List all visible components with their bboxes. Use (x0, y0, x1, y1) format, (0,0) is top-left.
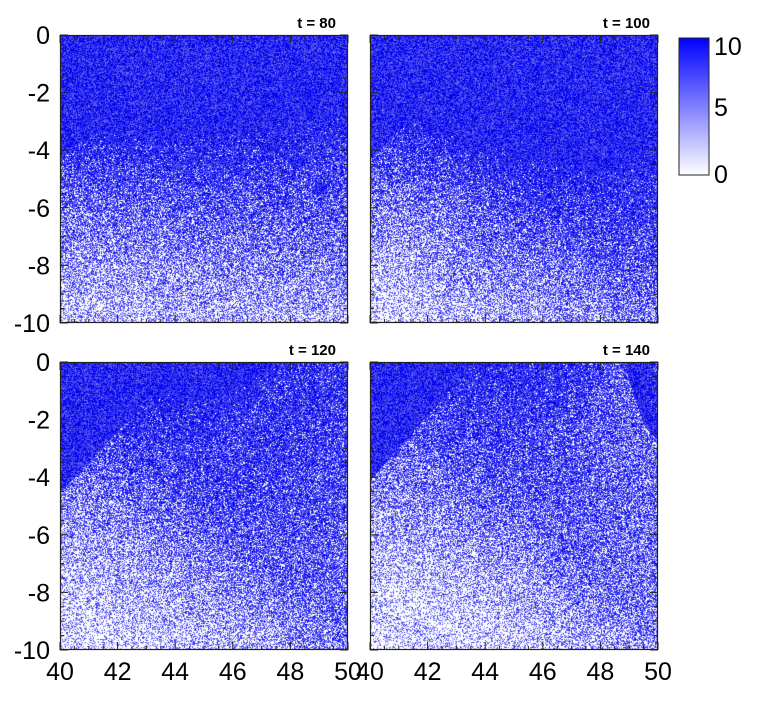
x-tick-label: 44 (471, 658, 499, 686)
y-tick-label: -10 (14, 637, 50, 665)
y-tick-label: 0 (36, 349, 50, 377)
colorbar-tick-label: 5 (714, 94, 728, 122)
heatmap-density-image (60, 362, 348, 650)
x-tick-label: 46 (529, 658, 557, 686)
y-tick-label: -8 (28, 579, 50, 607)
x-tick-label: 50 (644, 658, 672, 686)
y-tick-label: 0 (36, 22, 50, 50)
panel-title: t = 120 (289, 342, 336, 359)
y-tick-label: -10 (14, 310, 50, 338)
heatmap-density-image (370, 362, 658, 650)
y-tick-label: -8 (28, 252, 50, 280)
y-tick-label: -4 (28, 464, 50, 492)
colorbar-tick-label: 10 (714, 33, 742, 61)
axis-ticks (369, 361, 659, 651)
y-tick-label: -6 (28, 522, 50, 550)
y-axis-tick-labels: 0 -2 -4 -6 -8 -10 0 -2 -4 -6 -8 -10 (14, 22, 50, 665)
panel-title: t = 100 (603, 15, 650, 32)
y-tick-label: -2 (28, 80, 50, 108)
heatmap-density-image (60, 35, 348, 323)
y-tick-label: -4 (28, 137, 50, 165)
y-tick-label: -6 (28, 195, 50, 223)
heatmap-panel-t100: t = 100 (369, 15, 659, 324)
x-tick-label: 48 (276, 658, 304, 686)
colorbar-gradient (678, 37, 710, 176)
x-tick-label: 44 (161, 658, 189, 686)
heatmap-panel-t120: t = 120 (59, 342, 349, 651)
x-tick-label: 46 (219, 658, 247, 686)
heatmap-density-image (370, 35, 658, 323)
y-tick-label: -2 (28, 407, 50, 435)
heatmap-panel-t80: t = 80 (59, 15, 349, 324)
axis-ticks (369, 34, 659, 324)
panel-title: t = 140 (603, 342, 650, 359)
axis-ticks (59, 34, 349, 324)
x-tick-label: 40 (46, 658, 74, 686)
panel-title: t = 80 (297, 15, 336, 32)
heatmap-panel-t140: t = 140 (369, 342, 659, 651)
x-tick-label: 42 (414, 658, 442, 686)
colorbar: 10 5 0 (678, 33, 742, 189)
axis-ticks (59, 361, 349, 651)
x-tick-label: 50 (334, 658, 362, 686)
x-tick-label: 40 (356, 658, 384, 686)
x-tick-label: 48 (586, 658, 614, 686)
colorbar-tick-label: 0 (714, 161, 728, 189)
x-tick-label: 42 (104, 658, 132, 686)
